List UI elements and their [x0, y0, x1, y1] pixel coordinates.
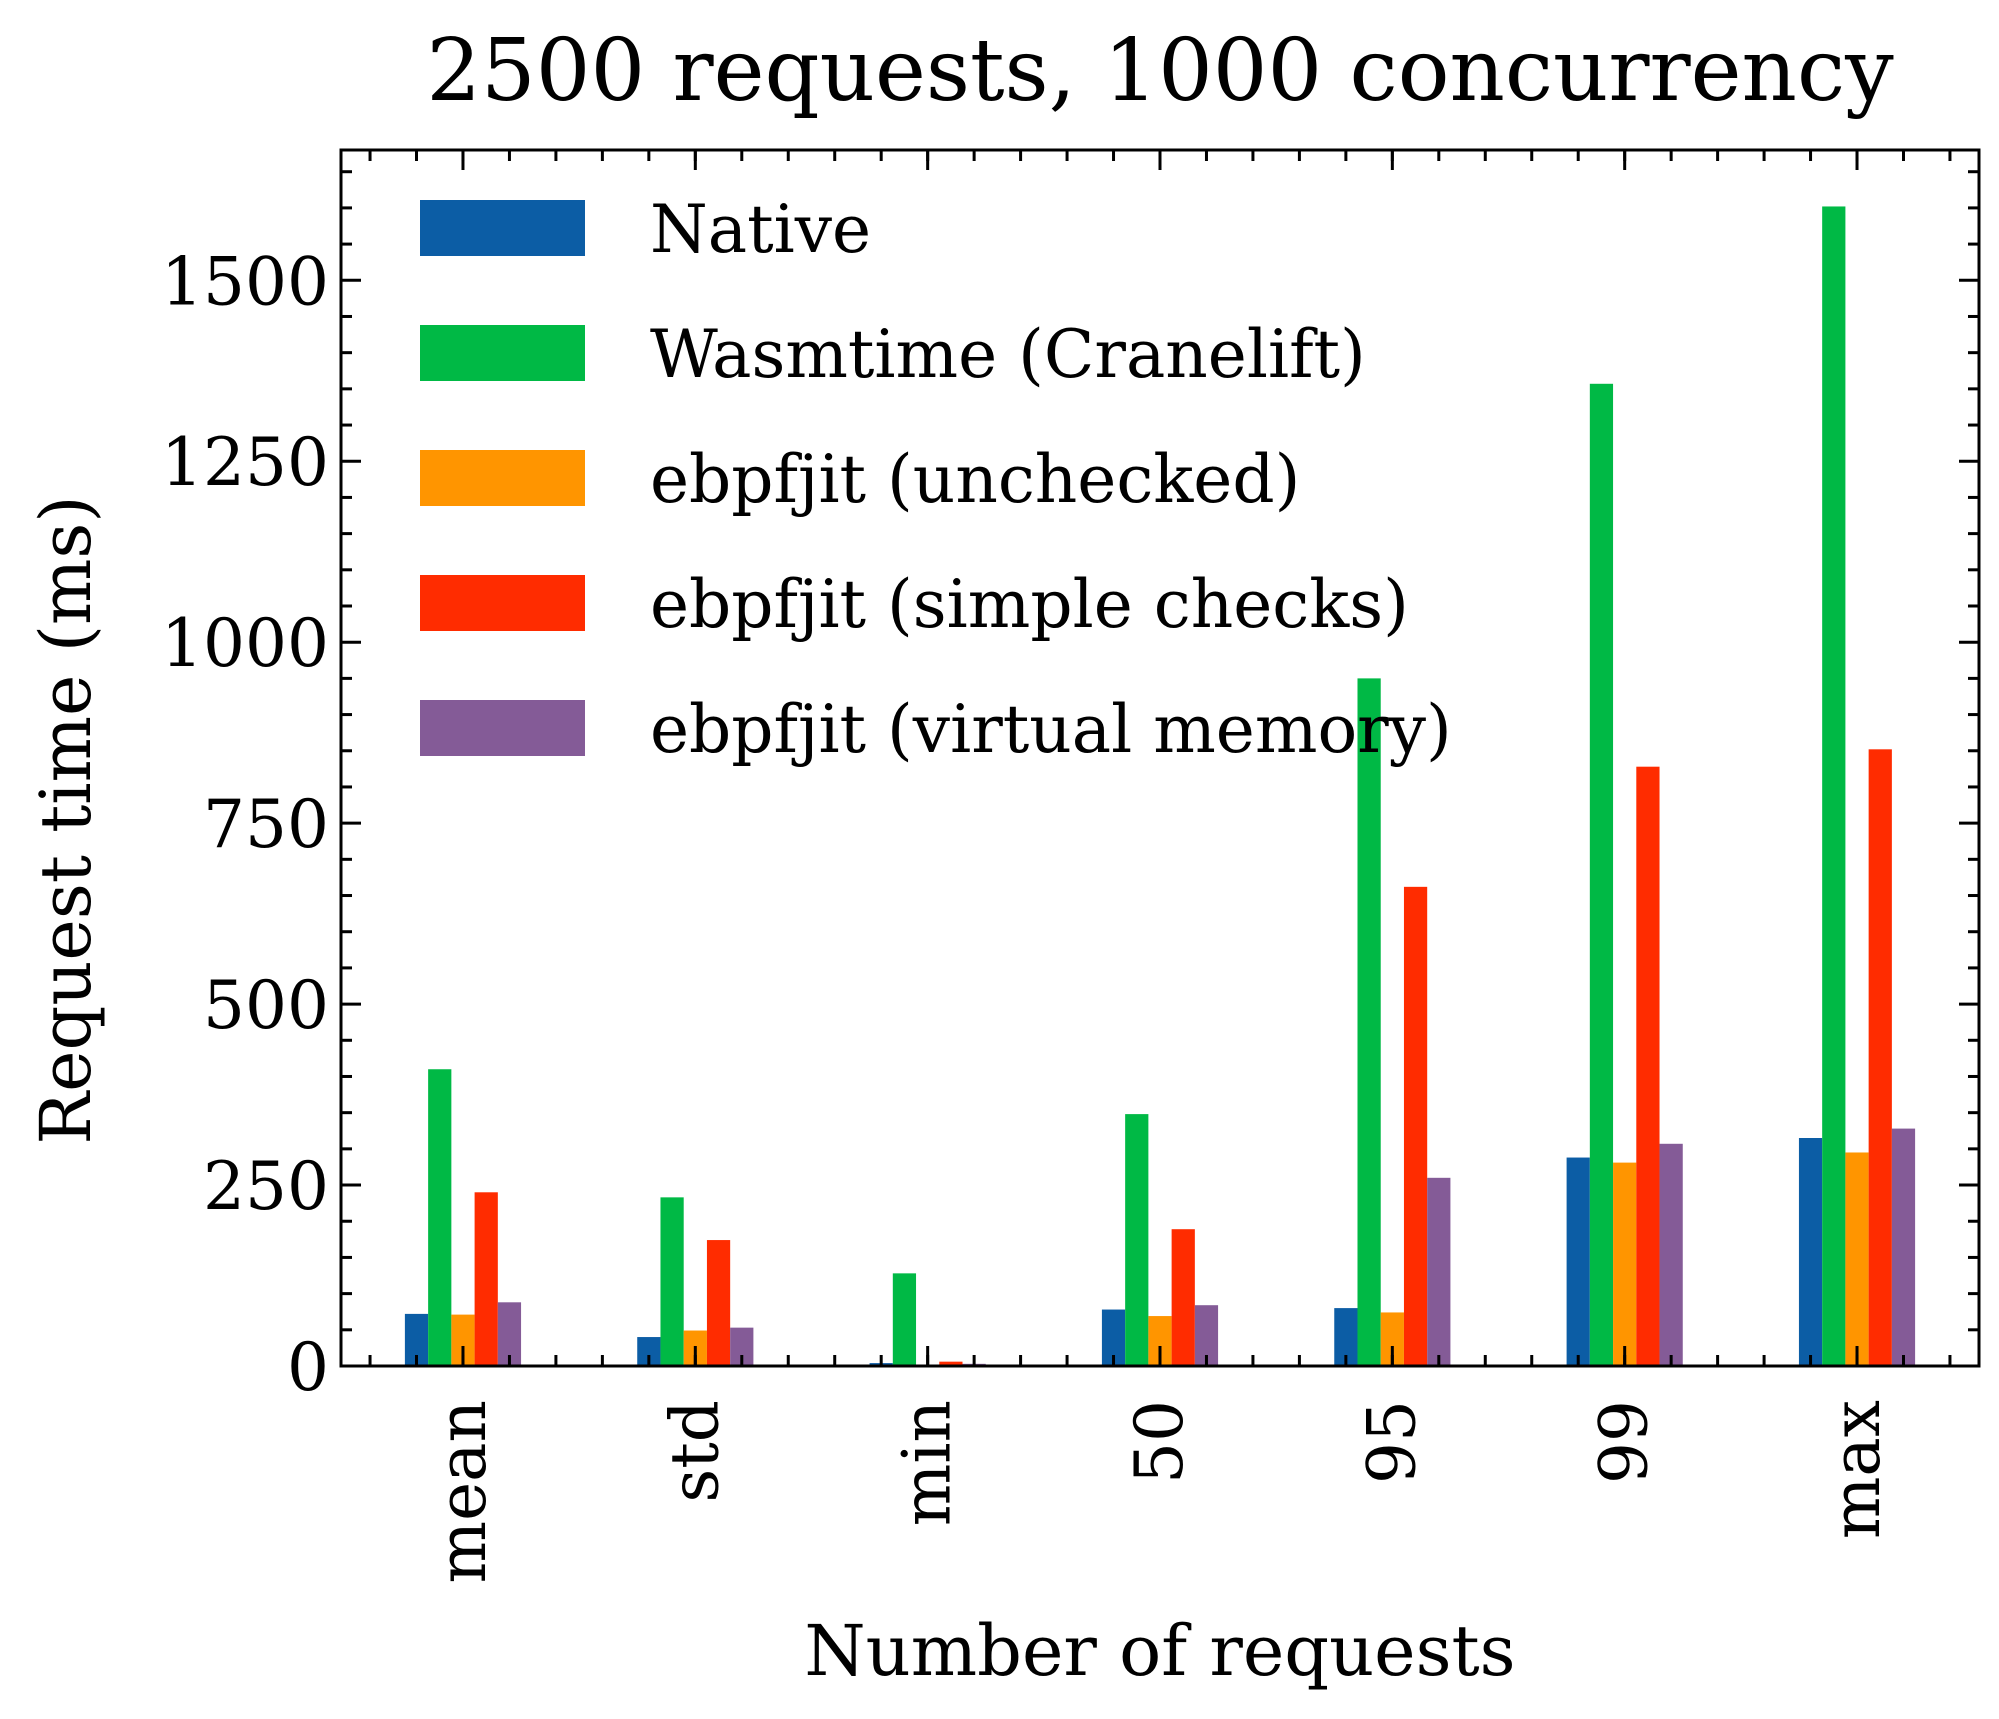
bar-std-series-4 — [706, 1240, 731, 1366]
bar-95-series-1 — [1334, 1308, 1358, 1366]
bar-std-series-1 — [637, 1337, 661, 1366]
bar-50-series-4 — [1171, 1229, 1195, 1366]
x-tick-label-max: max — [1818, 1400, 1895, 1539]
y-axis: 0 250 500 750 1000 1250 1500 — [161, 170, 1979, 1406]
legend-label-4: ebpfjit (simple checks) — [650, 566, 1409, 643]
bar-min-series-4 — [939, 1361, 963, 1366]
legend-label-2: Wasmtime (Cranelift) — [650, 316, 1366, 393]
bar-max-series-1 — [1798, 1138, 1823, 1366]
bar-std-series-5 — [730, 1327, 754, 1366]
x-tick-label-95: 95 — [1353, 1400, 1430, 1484]
plot-area — [404, 206, 1916, 1367]
bar-std-series-2 — [660, 1197, 684, 1366]
bar-mean-series-3 — [451, 1314, 475, 1366]
bar-99-series-3 — [1613, 1162, 1637, 1366]
x-tick-label-99: 99 — [1586, 1400, 1663, 1484]
y-tick-label: 1250 — [161, 424, 329, 501]
bar-99-series-2 — [1589, 383, 1614, 1366]
bar-95-series-5 — [1427, 1177, 1451, 1366]
y-tick-label: 1500 — [161, 243, 329, 320]
x-tick-label-mean: mean — [424, 1400, 501, 1584]
legend-label-3: ebpfjit (unchecked) — [650, 441, 1300, 518]
bar-99-series-5 — [1659, 1143, 1683, 1366]
legend-swatch-3 — [420, 450, 585, 506]
legend-swatch-2 — [420, 325, 585, 381]
plot-frame — [339, 148, 1981, 1368]
bar-max-series-4 — [1868, 749, 1892, 1366]
bar-50-series-2 — [1125, 1114, 1149, 1366]
y-tick-label: 0 — [287, 1329, 329, 1406]
bar-max-series-3 — [1845, 1152, 1869, 1366]
bar-mean-series-4 — [474, 1192, 498, 1366]
x-tick-label-50: 50 — [1121, 1400, 1198, 1484]
bar-max-series-2 — [1822, 206, 1846, 1367]
bar-99-series-1 — [1566, 1157, 1590, 1366]
y-tick-label: 750 — [203, 786, 329, 863]
legend-label-5: ebpfjit (virtual memory) — [650, 691, 1452, 768]
bar-95-series-2 — [1357, 678, 1381, 1366]
legend-swatch-1 — [420, 200, 585, 256]
bar-max-series-5 — [1891, 1128, 1916, 1366]
x-tick-label-min: min — [889, 1400, 966, 1526]
bar-50-series-3 — [1148, 1316, 1172, 1366]
bar-mean-series-5 — [497, 1302, 522, 1366]
legend-swatch-5 — [420, 700, 585, 756]
y-axis-label: Request time (ms) — [25, 495, 107, 1144]
bar-min-series-2 — [892, 1273, 917, 1366]
y-tick-label: 250 — [203, 1148, 329, 1225]
legend-label-1: Native — [650, 191, 871, 268]
legend-swatch-4 — [420, 575, 585, 631]
x-axis: mean std min 50 95 99 max — [368, 150, 1952, 1584]
bar-50-series-1 — [1101, 1309, 1126, 1366]
legend: Native Wasmtime (Cranelift) ebpfjit (unche… — [420, 191, 1452, 768]
y-tick-label: 1000 — [161, 605, 329, 682]
x-tick-label-std: std — [656, 1400, 733, 1503]
bar-mean-series-2 — [428, 1069, 452, 1366]
bar-99-series-4 — [1636, 766, 1660, 1366]
chart-title: 2500 requests, 1000 concurrency — [426, 21, 1894, 121]
bar-95-series-4 — [1403, 886, 1428, 1366]
y-tick-label: 500 — [203, 967, 329, 1044]
x-axis-label: Number of requests — [804, 1610, 1515, 1692]
bar-95-series-3 — [1380, 1312, 1404, 1366]
bar-mean-series-1 — [404, 1313, 429, 1366]
bar-50-series-5 — [1194, 1305, 1219, 1366]
